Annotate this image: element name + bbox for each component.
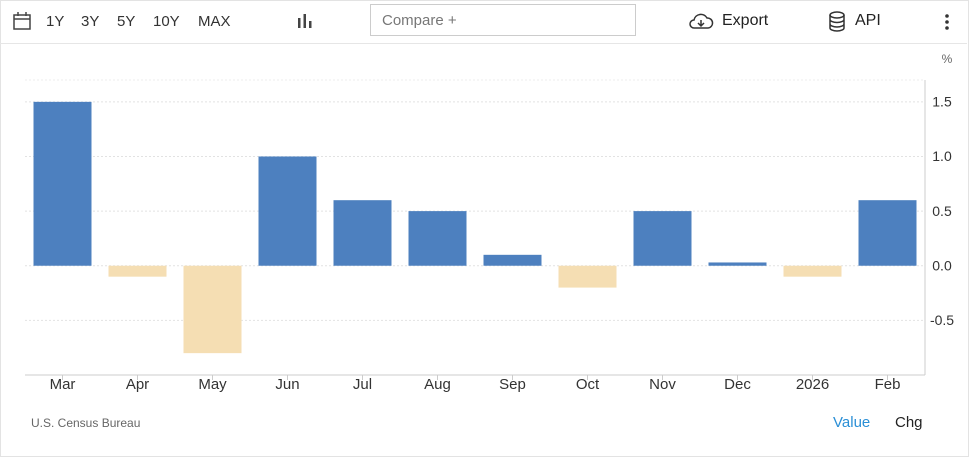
- bar: [633, 211, 692, 266]
- range-button[interactable]: MAX: [198, 13, 231, 30]
- compare-input[interactable]: Compare +: [370, 4, 636, 36]
- bar: [558, 265, 617, 288]
- range-button[interactable]: 10Y: [153, 13, 180, 30]
- unit-label: %: [942, 52, 953, 66]
- x-tick-label: Mar: [50, 376, 76, 393]
- value-toggle[interactable]: Value: [833, 414, 871, 431]
- range-button[interactable]: 5Y: [117, 13, 136, 30]
- x-tick-label: Feb: [875, 376, 901, 393]
- toolbar: 1Y 3Y 5Y 10Y MAX Compare + Export API: [0, 0, 967, 44]
- bar: [333, 200, 392, 266]
- x-tick-label: May: [198, 376, 227, 393]
- more-menu[interactable]: [943, 13, 951, 31]
- bar: [783, 265, 842, 277]
- y-tick-label: 0.5: [932, 203, 952, 219]
- export-icon[interactable]: [688, 12, 714, 32]
- bar: [183, 265, 242, 354]
- bar: [858, 200, 917, 266]
- x-tick-label: Oct: [576, 376, 600, 393]
- x-tick-label: Jul: [353, 376, 372, 393]
- range-button[interactable]: 3Y: [81, 13, 100, 30]
- x-tick-label: Dec: [724, 376, 751, 393]
- chart: % -0.5 0.0 0.5 1.0 1.5 Mar Apr May Jun Jul Aug Sep O…: [25, 52, 954, 393]
- bar: [408, 211, 467, 266]
- export-button[interactable]: Export: [722, 12, 769, 29]
- bar: [33, 101, 92, 266]
- api-icon[interactable]: [828, 11, 846, 33]
- x-tick-label: Aug: [424, 376, 451, 393]
- source: U.S. Census Bureau: [31, 416, 141, 430]
- x-tick-label: Jun: [275, 376, 299, 393]
- bar: [108, 265, 167, 277]
- x-tick-label: 2026: [796, 376, 829, 393]
- y-tick-label: 1.5: [932, 94, 952, 110]
- y-tick-label: 0.0: [932, 257, 952, 273]
- x-tick-label: Nov: [649, 376, 676, 393]
- y-tick-label: -0.5: [930, 312, 954, 328]
- compare-placeholder: Compare +: [382, 12, 457, 29]
- chg-toggle[interactable]: Chg: [895, 414, 923, 431]
- range-button[interactable]: 1Y: [46, 13, 65, 30]
- y-tick-label: 1.0: [932, 148, 952, 164]
- chart-type-icon[interactable]: [296, 12, 314, 30]
- api-button[interactable]: API: [855, 12, 881, 29]
- x-tick-label: Apr: [126, 376, 149, 393]
- bar: [483, 254, 542, 266]
- bar: [708, 262, 767, 266]
- calendar-icon[interactable]: [12, 11, 32, 31]
- bar: [258, 156, 317, 266]
- x-tick-label: Sep: [499, 376, 526, 393]
